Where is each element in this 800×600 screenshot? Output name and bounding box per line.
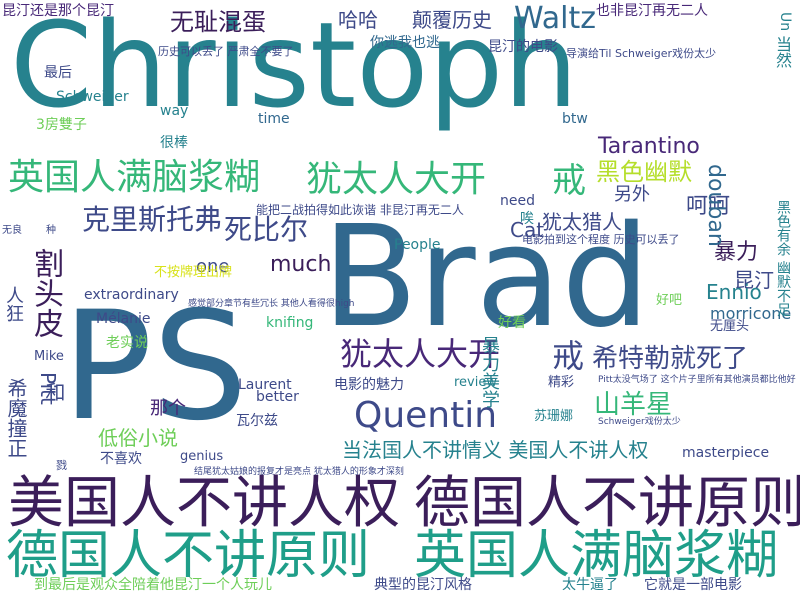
word-knifing: knifing	[266, 315, 314, 331]
word-tarantino: Tarantino	[598, 134, 700, 159]
word-better: better	[256, 389, 299, 405]
word-genius: genius	[180, 449, 224, 464]
word-phrase: 当然	[773, 36, 792, 68]
word-melanie: Mélanie	[96, 311, 151, 327]
word-phrase: 人狂	[3, 286, 24, 322]
word-phrase: 太牛逼了	[562, 577, 618, 593]
word-phrase: 黑色幽默	[596, 158, 692, 186]
word-extraordinary: extraordinary	[84, 287, 179, 303]
word-phrase: 它就是一部电影	[644, 577, 742, 593]
word-ps: PS	[62, 280, 248, 454]
word-phrase: 颠覆历史	[412, 8, 492, 32]
word-phrase: 那个	[150, 398, 186, 419]
word-phrase: 昆汀	[734, 268, 774, 292]
word-christoph: Christoph	[10, 0, 579, 134]
word-phrase: 希特勒就死了	[592, 344, 749, 374]
word-phrase: 到最后是观众全陪着他昆汀一个人玩儿	[34, 577, 272, 593]
word-phrase: 历史可以丢了 严肃全不要了	[158, 45, 294, 58]
word-phrase: 老实说	[106, 335, 148, 351]
word-phrase: Un	[777, 12, 793, 32]
word-phrase: 呵呵	[686, 194, 731, 219]
word-phrase: 戒	[552, 161, 586, 201]
word-phrase: 3房雙子	[36, 117, 87, 133]
word-phrase: 另外	[614, 184, 650, 205]
word-phrase: 德国人不讲原则	[6, 526, 371, 586]
word-btw: btw	[562, 111, 588, 127]
word-phrase: 和	[42, 382, 66, 402]
word-phrase: 你逃我也逃	[370, 35, 440, 51]
word-phrase: 死比尔	[224, 213, 309, 246]
word-phrase: 最后	[44, 65, 72, 81]
word-douban: douban	[703, 164, 728, 247]
word-phrase: 英国人满脑浆糊	[8, 157, 261, 198]
word-waltz: Waltz	[514, 1, 596, 36]
word-people: People	[394, 237, 441, 253]
word-phrase: 典型的昆汀风格	[374, 577, 472, 593]
word-phrase: Pitt太没气场了 这个片子里所有其他演员都比他好	[598, 375, 796, 385]
word-phrase: 犹太人大开	[340, 335, 501, 373]
word-phrase: 昆汀还是那个昆汀	[2, 3, 114, 19]
word-phrase: 克里斯托弗	[82, 203, 223, 236]
word-phrase: 不按牌理出牌	[154, 265, 233, 280]
word-need: need	[500, 193, 535, 209]
word-phrase: 戒	[552, 337, 585, 375]
word-phrase: 犹太人大开	[306, 159, 487, 200]
word-phrase: 无耻混蛋	[170, 8, 266, 36]
word-phrase: 黑色有余 幽默不足	[775, 200, 791, 317]
word-phrase: 也非昆汀再无二人	[596, 3, 708, 19]
word-phrase: 很棒	[160, 135, 188, 151]
word-phrase: 苏珊娜	[534, 409, 574, 424]
word-phrase: 戮	[56, 459, 67, 472]
word-phrase: 美国人不讲人权	[8, 471, 400, 536]
word-phrase: 好吧	[656, 293, 683, 308]
word-mike: Mike	[34, 349, 64, 364]
word-phrase: 导演给Til Schweiger戏份太少	[566, 47, 717, 60]
word-brad: Brad	[322, 196, 651, 359]
word-cat: Cat	[510, 218, 545, 242]
word-pitt: Pitt	[36, 372, 60, 405]
word-phrase: 当法国人不讲情义 美国人不讲人权	[342, 438, 649, 462]
word-laurent: Laurent	[238, 377, 292, 393]
word-phrase: 种	[46, 225, 56, 236]
word-phrase: 割头皮	[28, 248, 63, 338]
word-phrase: 低俗小说	[98, 426, 178, 450]
word-way: way	[160, 103, 189, 119]
word-phrase: 英国人满脑浆糊	[414, 526, 779, 586]
word-phrase: 犹太猎人	[542, 210, 622, 234]
word-phrase: Schweiger戏份太少	[598, 417, 681, 427]
word-phrase: 精彩	[548, 375, 575, 390]
word-one: one	[196, 256, 230, 277]
word-masterpiece: masterpiece	[682, 445, 770, 461]
word-phrase: 希魔撞正	[4, 378, 28, 458]
word-phrase: 电影拍到这个程度 历史可以丢了	[522, 233, 680, 246]
word-phrase: 不喜欢	[100, 451, 142, 467]
word-phrase: 能把二战拍得如此诙谐 非昆汀再无二人	[256, 203, 464, 217]
word-phrase: 山羊星	[594, 390, 673, 420]
word-schweiger: Schweiger	[56, 89, 129, 105]
word-phrase: 瓦尔兹	[236, 413, 278, 429]
word-phrase: 昆汀的电影	[488, 39, 558, 55]
word-phrase: 暴力	[714, 240, 759, 265]
word-phrase: 感觉部分章节有些冗长 其他人看得很high	[188, 299, 355, 309]
word-review: review	[454, 375, 497, 390]
word-quentin: Quentin	[354, 395, 498, 436]
word-phrase: 结尾犹太姑娘的报复才是亮点 犹太猎人的形象才深刻	[194, 467, 404, 477]
word-time: time	[258, 111, 290, 127]
word-phrase: 好看	[498, 315, 526, 331]
word-ennio: Ennio	[706, 280, 762, 304]
word-phrase: 暴力美学	[479, 336, 500, 408]
word-much: much	[270, 252, 332, 277]
word-phrase: 电影的魅力	[334, 377, 404, 393]
word-phrase: 无厘头	[710, 319, 750, 334]
word-phrase: 哈哈	[338, 8, 378, 32]
word-phrase: 德国人不讲原则	[414, 471, 800, 536]
word-phrase: 无良	[2, 225, 22, 236]
word-morricone: morricone	[710, 304, 792, 323]
word-phrase: 唉	[520, 211, 534, 227]
